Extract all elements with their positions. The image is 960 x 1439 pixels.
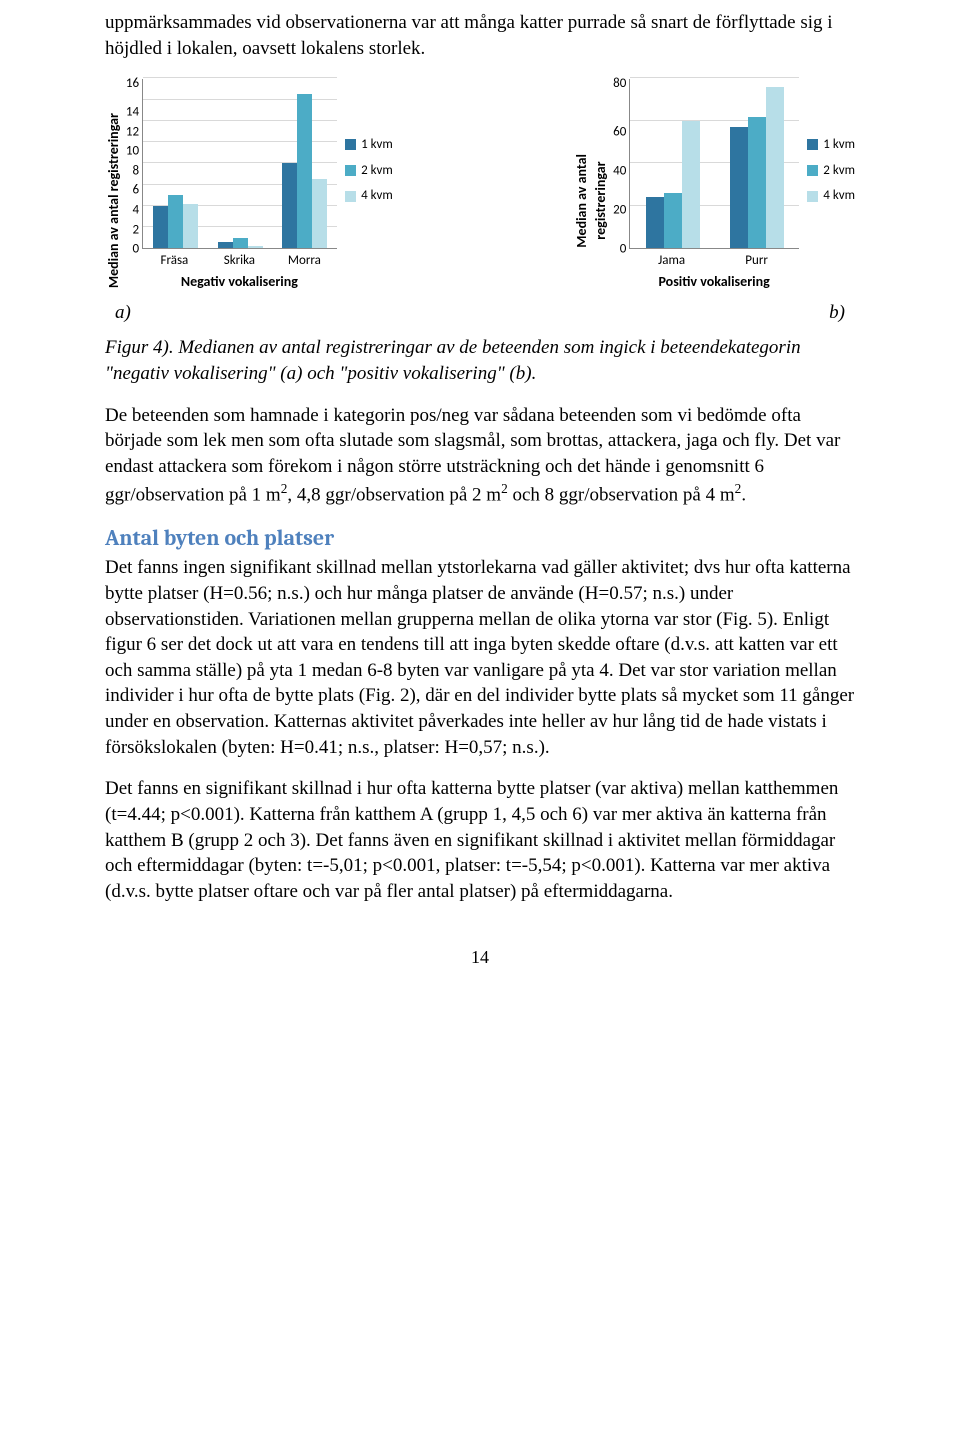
paragraph-2: De beteenden som hamnade i kategorin pos… — [105, 403, 855, 508]
chart-a-legend: 1 kvm 2 kvm 4 kvm — [345, 136, 393, 235]
paragraph-4: Det fanns en signifikant skillnad i hur … — [105, 776, 855, 904]
bar — [218, 242, 233, 248]
bar — [766, 87, 784, 249]
chart-a-xticks: FräsaSkrikaMorra — [142, 252, 337, 270]
legend-item: 1 kvm — [345, 136, 393, 154]
chart-b-xticks: JamaPurr — [629, 252, 799, 270]
bar — [664, 193, 682, 248]
bar — [297, 94, 312, 248]
chart-a: Median av antal registreringar 161412108… — [105, 79, 393, 291]
chart-b-plot — [629, 79, 799, 249]
chart-b-legend: 1 kvm 2 kvm 4 kvm — [807, 136, 855, 235]
bar-group — [153, 195, 198, 248]
legend-item: 1 kvm — [807, 136, 855, 154]
bar-group — [730, 87, 784, 249]
bar — [682, 121, 700, 249]
figure-caption: Figur 4). Medianen av antal registrering… — [105, 335, 855, 386]
bar — [233, 238, 248, 249]
bar — [248, 246, 263, 248]
chart-b-ylabel: Median av antal registreringar — [573, 124, 611, 248]
figure-caption-text: Figur 4). Medianen av antal registrering… — [105, 337, 801, 384]
chart-sublabels: a) b) — [105, 300, 855, 326]
chart-b-yticks: 806040200 — [613, 79, 629, 249]
chart-b: Median av antal registreringar 806040200… — [573, 79, 855, 291]
bar — [730, 127, 748, 248]
charts-row: Median av antal registreringar 161412108… — [105, 79, 855, 291]
sublabel-a: a) — [115, 300, 131, 326]
bar — [168, 195, 183, 248]
bar-group — [282, 94, 327, 248]
legend-item: 4 kvm — [807, 187, 855, 205]
bar — [312, 179, 327, 248]
sublabel-b: b) — [829, 300, 845, 326]
legend-item: 2 kvm — [345, 162, 393, 180]
chart-a-yticks: 1614121086420 — [126, 79, 142, 249]
bar-group — [218, 238, 263, 249]
bar — [183, 204, 198, 249]
intro-paragraph: uppmärksammades vid observationerna var … — [105, 10, 855, 61]
legend-item: 4 kvm — [345, 187, 393, 205]
chart-b-xtitle: Positiv vokalisering — [629, 273, 799, 292]
bar — [282, 163, 297, 248]
bar — [153, 206, 168, 249]
chart-a-xtitle: Negativ vokalisering — [142, 273, 337, 292]
page-number: 14 — [105, 945, 855, 969]
chart-a-ylabel: Median av antal registreringar — [105, 83, 124, 288]
bar-group — [646, 121, 700, 249]
chart-a-plot — [142, 79, 337, 249]
legend-item: 2 kvm — [807, 162, 855, 180]
bar — [646, 197, 664, 248]
bar — [748, 117, 766, 249]
section-title: Antal byten och platser — [105, 524, 855, 554]
paragraph-3: Det fanns ingen signifikant skillnad mel… — [105, 555, 855, 760]
